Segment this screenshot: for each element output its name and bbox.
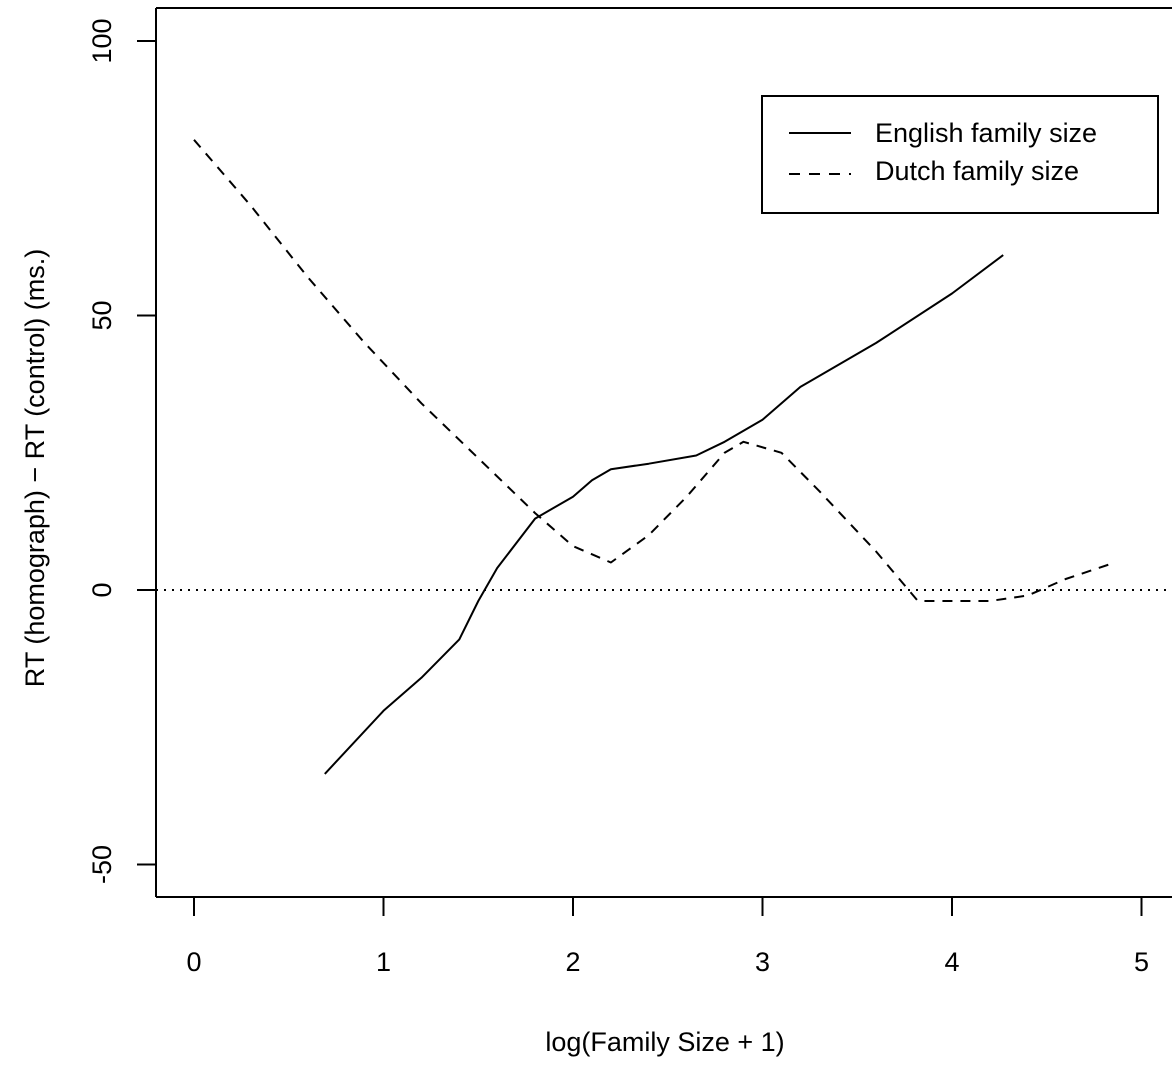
- legend-label-dutch: Dutch family size: [875, 156, 1079, 186]
- x-tick-label: 2: [565, 947, 580, 977]
- x-axis: 0 1 2 3 4 5: [186, 897, 1149, 977]
- legend: English family size Dutch family size: [761, 95, 1159, 214]
- x-tick-label: 1: [376, 947, 391, 977]
- x-tick-label: 5: [1134, 947, 1149, 977]
- y-tick-label: -50: [87, 845, 117, 884]
- legend-label-english: English family size: [875, 118, 1097, 148]
- x-tick-label: 4: [944, 947, 959, 977]
- y-tick-label: 0: [87, 582, 117, 597]
- y-tick-label: 100: [87, 18, 117, 63]
- series-layer: [193, 139, 1116, 775]
- y-axis-label: RT (homograph) − RT (control) (ms.): [20, 249, 50, 687]
- x-tick-label: 3: [755, 947, 770, 977]
- x-axis-label: log(Family Size + 1): [545, 1027, 784, 1057]
- x-tick-label: 0: [186, 947, 201, 977]
- series-line-dutch: [193, 139, 1116, 602]
- legend-box: [761, 95, 1159, 214]
- y-axis: -50 0 50 100: [87, 18, 156, 884]
- series-line-english: [324, 254, 1004, 775]
- y-tick-label: 50: [87, 300, 117, 330]
